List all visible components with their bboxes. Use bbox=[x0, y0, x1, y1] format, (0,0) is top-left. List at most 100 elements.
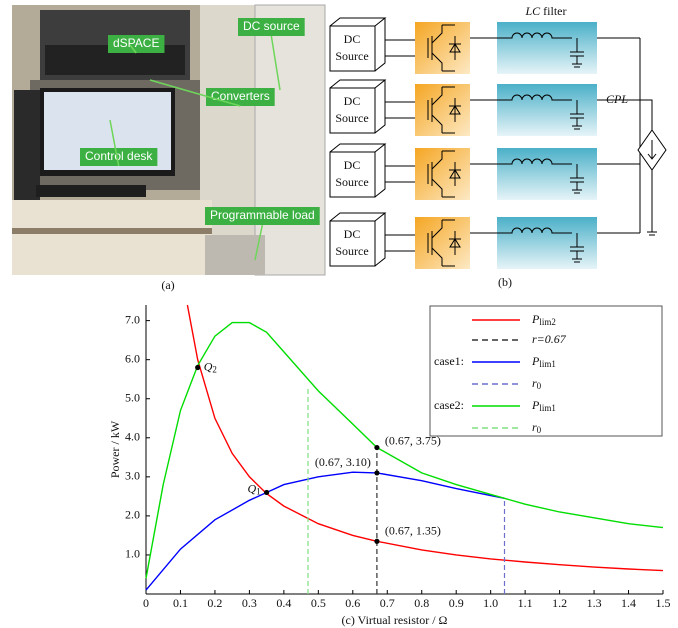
point-text: Q bbox=[247, 481, 256, 495]
label-box bbox=[205, 207, 320, 225]
point-label: (0.67, 3.10) bbox=[315, 455, 371, 469]
y-tick-label: 6.0 bbox=[125, 351, 140, 365]
curve bbox=[145, 321, 664, 579]
legend-group: case2: bbox=[434, 398, 464, 412]
point bbox=[374, 444, 380, 451]
source-label: Source bbox=[335, 111, 368, 125]
legend-name: r=0.67 bbox=[532, 332, 567, 346]
point bbox=[264, 489, 270, 496]
point bbox=[374, 470, 380, 476]
y-tick-label: 2.0 bbox=[125, 508, 140, 522]
lc-filter bbox=[497, 148, 597, 200]
point-sub: 2 bbox=[212, 365, 217, 375]
legend-label: Plim1 bbox=[531, 398, 556, 413]
dc-source bbox=[329, 143, 387, 198]
legend-sub: lim1 bbox=[539, 359, 556, 369]
point bbox=[374, 538, 380, 544]
x-tick-label: 0.1 bbox=[173, 596, 188, 610]
cpl bbox=[637, 129, 667, 171]
point-text: (0.67, 3.10) bbox=[315, 455, 371, 469]
pointer bbox=[129, 44, 137, 54]
photo-label: dSPACE bbox=[113, 36, 159, 50]
legend-label: r0 bbox=[532, 376, 542, 391]
source-label: DC bbox=[344, 32, 361, 46]
x-tick-label: 0 bbox=[143, 596, 149, 610]
x-tick-label: 0.3 bbox=[242, 596, 257, 610]
source-label: DC bbox=[344, 227, 361, 241]
x-tick-label: 1.0 bbox=[483, 596, 498, 610]
lc-filter bbox=[497, 217, 597, 269]
caption: (b) bbox=[498, 275, 512, 289]
legend-name: P bbox=[531, 354, 540, 368]
x-axis-label: (c) Virtual resistor / Ω bbox=[342, 613, 448, 627]
point-label: Q1 bbox=[247, 481, 260, 496]
legend-label: r=0.67 bbox=[532, 332, 567, 346]
x-tick-label: 0.9 bbox=[449, 596, 464, 610]
inductor bbox=[497, 158, 584, 194]
curve bbox=[145, 471, 505, 591]
legend-name: r bbox=[532, 376, 537, 390]
legend-label: Plim2 bbox=[531, 312, 556, 327]
x-tick-label: 1.1 bbox=[518, 596, 533, 610]
x-tick-label: 0.4 bbox=[276, 596, 291, 610]
legend-name: P bbox=[531, 312, 540, 326]
dc-source bbox=[329, 212, 387, 267]
legend-sub: 0 bbox=[537, 425, 542, 435]
caption: (a) bbox=[161, 278, 174, 292]
legend-name: P bbox=[531, 398, 540, 412]
switch bbox=[427, 150, 461, 198]
legend-group: case1: bbox=[434, 354, 464, 368]
wire bbox=[385, 101, 415, 119]
wire bbox=[385, 39, 415, 57]
switch bbox=[427, 86, 461, 134]
switch bbox=[427, 219, 461, 267]
source-label: DC bbox=[344, 94, 361, 108]
x-tick-label: 0.8 bbox=[414, 596, 429, 610]
dc-source bbox=[329, 79, 387, 134]
legend-label: Plim1 bbox=[531, 354, 556, 369]
photo bbox=[12, 4, 326, 276]
diagram: DC Source DC Source DC Source DC Source LC filte… bbox=[329, 4, 667, 289]
point-text: (0.67, 1.35) bbox=[385, 523, 441, 537]
legend-name: r bbox=[532, 420, 537, 434]
photo-label: Converters bbox=[211, 89, 270, 103]
source-label: DC bbox=[344, 158, 361, 172]
y-tick-label: 4.0 bbox=[125, 430, 140, 444]
pointer bbox=[149, 79, 241, 107]
source-label: Source bbox=[335, 49, 368, 63]
x-tick-label: 1.5 bbox=[656, 596, 671, 610]
inductor bbox=[497, 32, 584, 68]
source-label: Source bbox=[335, 244, 368, 258]
bus bbox=[639, 38, 657, 236]
pointer bbox=[270, 35, 281, 91]
inductor bbox=[497, 94, 584, 130]
x-tick-label: 0.6 bbox=[345, 596, 360, 610]
photo-label: Programmable load bbox=[210, 208, 315, 222]
pointer bbox=[109, 119, 120, 167]
point-label: (0.67, 3.75) bbox=[385, 433, 441, 447]
point bbox=[195, 364, 201, 371]
point-label: (0.67, 1.35) bbox=[385, 523, 441, 537]
curve bbox=[186, 304, 664, 572]
pointer bbox=[254, 224, 264, 261]
y-tick-label: 3.0 bbox=[125, 469, 140, 483]
legend-box bbox=[429, 305, 663, 437]
x-tick-label: 0.2 bbox=[207, 596, 222, 610]
point-label: Q2 bbox=[204, 359, 217, 374]
y-axis-label: Power / kW bbox=[108, 420, 122, 478]
load-label: CPL bbox=[606, 92, 628, 106]
photo-label: Control desk bbox=[85, 149, 153, 163]
switch bbox=[427, 24, 461, 72]
source-label: Source bbox=[335, 175, 368, 189]
y-tick-label: 1.0 bbox=[125, 547, 140, 561]
legend-sub: lim1 bbox=[539, 403, 556, 413]
dc-source bbox=[329, 17, 387, 72]
y-tick-label: 5.0 bbox=[125, 390, 140, 404]
label-box bbox=[80, 148, 158, 166]
x-tick-label: 0.7 bbox=[380, 596, 395, 610]
x-tick-label: 1.3 bbox=[587, 596, 602, 610]
lc-filter bbox=[497, 84, 597, 136]
wire bbox=[385, 165, 415, 183]
filter-label: LC filter bbox=[524, 4, 566, 18]
filter-italic: LC bbox=[524, 4, 541, 18]
